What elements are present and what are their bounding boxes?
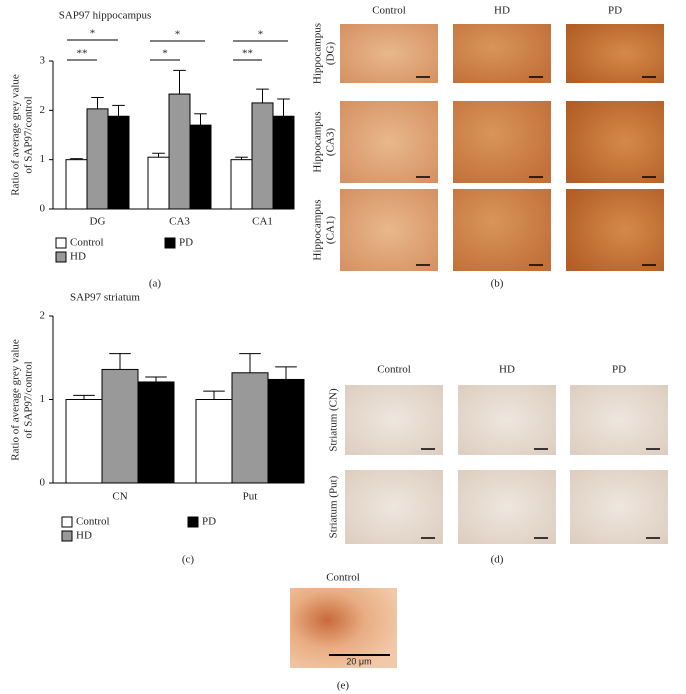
panel-label: (a) <box>149 278 162 290</box>
row-label: (CA3) <box>325 128 337 156</box>
y-axis-label: of SAP97/control <box>23 96 35 173</box>
x-tick-label: CA3 <box>169 216 190 228</box>
legend-swatch <box>164 237 176 249</box>
bar <box>251 102 274 210</box>
panel-label: (b) <box>491 278 504 290</box>
column-header: PD <box>612 364 626 376</box>
micrograph <box>340 24 438 83</box>
y-tick-label: 2 <box>40 104 46 116</box>
y-tick-label: 3 <box>40 55 46 67</box>
panel-label: (c) <box>182 554 195 566</box>
column-header: PD <box>608 5 622 17</box>
micrograph <box>340 189 438 271</box>
significance-label: * <box>175 29 181 41</box>
x-tick-label: Put <box>243 491 258 503</box>
y-axis-label: Ratio of average grey value <box>10 74 22 196</box>
bar <box>168 93 191 210</box>
legend-swatch <box>55 237 67 249</box>
y-tick-label: 2 <box>40 310 46 322</box>
micrograph <box>453 24 551 83</box>
bar <box>101 368 139 484</box>
micrograph <box>345 470 443 544</box>
column-header: HD <box>499 364 515 376</box>
legend-label: Control <box>70 237 104 249</box>
bar <box>65 159 88 210</box>
legend-swatch <box>187 516 199 528</box>
micrograph <box>345 385 443 455</box>
legend-swatch <box>61 530 73 542</box>
chart-title: SAP97 striatum <box>70 292 140 304</box>
bar <box>195 399 233 484</box>
scale-label: 20 μm <box>346 656 371 666</box>
column-header: HD <box>494 5 510 17</box>
legend-swatch <box>55 251 67 263</box>
bar <box>86 108 109 210</box>
legend-label: HD <box>70 251 86 263</box>
bar <box>147 156 170 210</box>
micrograph <box>566 101 664 183</box>
y-axis-label: of SAP97/control <box>23 361 35 438</box>
panel-label: (e) <box>337 680 350 692</box>
legend-label: PD <box>179 237 193 249</box>
column-header: Control <box>377 364 411 376</box>
y-tick-label: 1 <box>40 393 46 405</box>
bar <box>65 399 103 484</box>
micrograph <box>570 385 668 455</box>
panel-label: (d) <box>491 554 504 566</box>
significance-label: * <box>90 28 96 40</box>
legend-swatch <box>61 516 73 528</box>
micrograph <box>566 189 664 271</box>
row-label: Hippocampus <box>312 199 324 260</box>
bar <box>189 124 212 210</box>
x-tick-label: CN <box>112 491 127 503</box>
legend-label: HD <box>76 530 92 542</box>
bar <box>107 115 130 210</box>
significance-label: ** <box>242 48 253 60</box>
micrograph <box>566 24 664 83</box>
chart-title: SAP97 hippocampus <box>59 10 152 22</box>
x-tick-label: DG <box>90 216 106 228</box>
row-label: Striatum (Put) <box>328 475 340 538</box>
significance-label: * <box>162 48 168 60</box>
legend-label: Control <box>76 516 110 528</box>
column-header: Control <box>372 5 406 17</box>
y-tick-label: 0 <box>40 203 46 215</box>
micrograph <box>458 470 556 544</box>
legend-label: PD <box>202 516 216 528</box>
row-label: (DG) <box>325 42 337 66</box>
micrograph <box>570 470 668 544</box>
significance-label: * <box>258 29 264 41</box>
panel-title: Control <box>326 572 360 584</box>
bar <box>137 381 175 484</box>
row-label: (CA1) <box>325 216 337 244</box>
micrograph <box>458 385 556 455</box>
row-label: Striatum (CN) <box>328 388 340 452</box>
micrograph <box>340 101 438 183</box>
micrograph <box>453 189 551 271</box>
bar <box>231 372 269 484</box>
x-tick-label: CA1 <box>252 216 273 228</box>
y-axis-label: Ratio of average grey value <box>10 339 22 461</box>
micrograph <box>453 101 551 183</box>
y-tick-label: 0 <box>40 477 46 489</box>
bar <box>267 378 305 484</box>
bar <box>230 159 253 210</box>
bar <box>272 115 295 210</box>
y-tick-label: 1 <box>40 153 46 165</box>
row-label: Hippocampus <box>312 23 324 84</box>
significance-label: ** <box>77 48 88 60</box>
row-label: Hippocampus <box>312 111 324 172</box>
